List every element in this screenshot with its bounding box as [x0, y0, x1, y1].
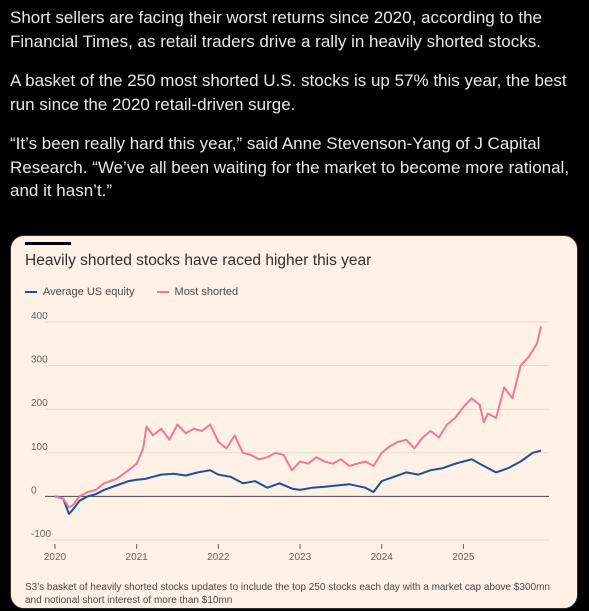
line-chart: -100 0 100 200 300 400 2020 2021 2022 2023 2024 202…	[31, 311, 549, 563]
legend-label: Average US equity	[43, 286, 135, 298]
series-line-most-shorted	[54, 326, 542, 509]
legend-item-average-us-equity: Average US equity	[25, 286, 135, 298]
y-tick-label: 200	[31, 398, 48, 409]
x-tick-label: 2025	[452, 552, 475, 563]
chart-image-card[interactable]: Heavily shorted stocks have raced higher…	[10, 235, 578, 609]
y-tick-label: -100	[31, 529, 51, 540]
tweet-paragraph: A basket of the 250 most shorted U.S. st…	[10, 71, 567, 114]
series-line-average-us-equity	[54, 449, 542, 515]
chart-title: Heavily shorted stocks have raced higher…	[25, 252, 372, 269]
x-tick-label: 2020	[44, 552, 67, 563]
chart-legend: Average US equity Most shorted	[25, 286, 238, 298]
y-tick-label: 400	[31, 311, 48, 322]
ft-title-rule	[25, 242, 71, 245]
legend-label: Most shorted	[174, 286, 239, 298]
x-tick-label: 2021	[126, 552, 149, 563]
tweet-paragraph: Short sellers are facing their worst ret…	[10, 8, 542, 51]
legend-item-most-shorted: Most shorted	[156, 286, 239, 298]
legend-swatch-blue	[25, 290, 37, 294]
x-tick-label: 2024	[371, 552, 394, 563]
chart-footnote: S3's basket of heavily shorted stocks up…	[25, 582, 550, 606]
x-tick-label: 2023	[289, 552, 312, 563]
y-tick-label: 100	[31, 442, 48, 453]
y-tick-label: 300	[31, 355, 48, 366]
legend-swatch-pink	[156, 290, 169, 294]
tweet-paragraph: “It’s been really hard this year,” said …	[10, 134, 570, 200]
x-tick-label: 2022	[207, 552, 230, 563]
tweet-text: Short sellers are facing their worst ret…	[10, 6, 580, 219]
y-tick-label: 0	[31, 485, 37, 496]
